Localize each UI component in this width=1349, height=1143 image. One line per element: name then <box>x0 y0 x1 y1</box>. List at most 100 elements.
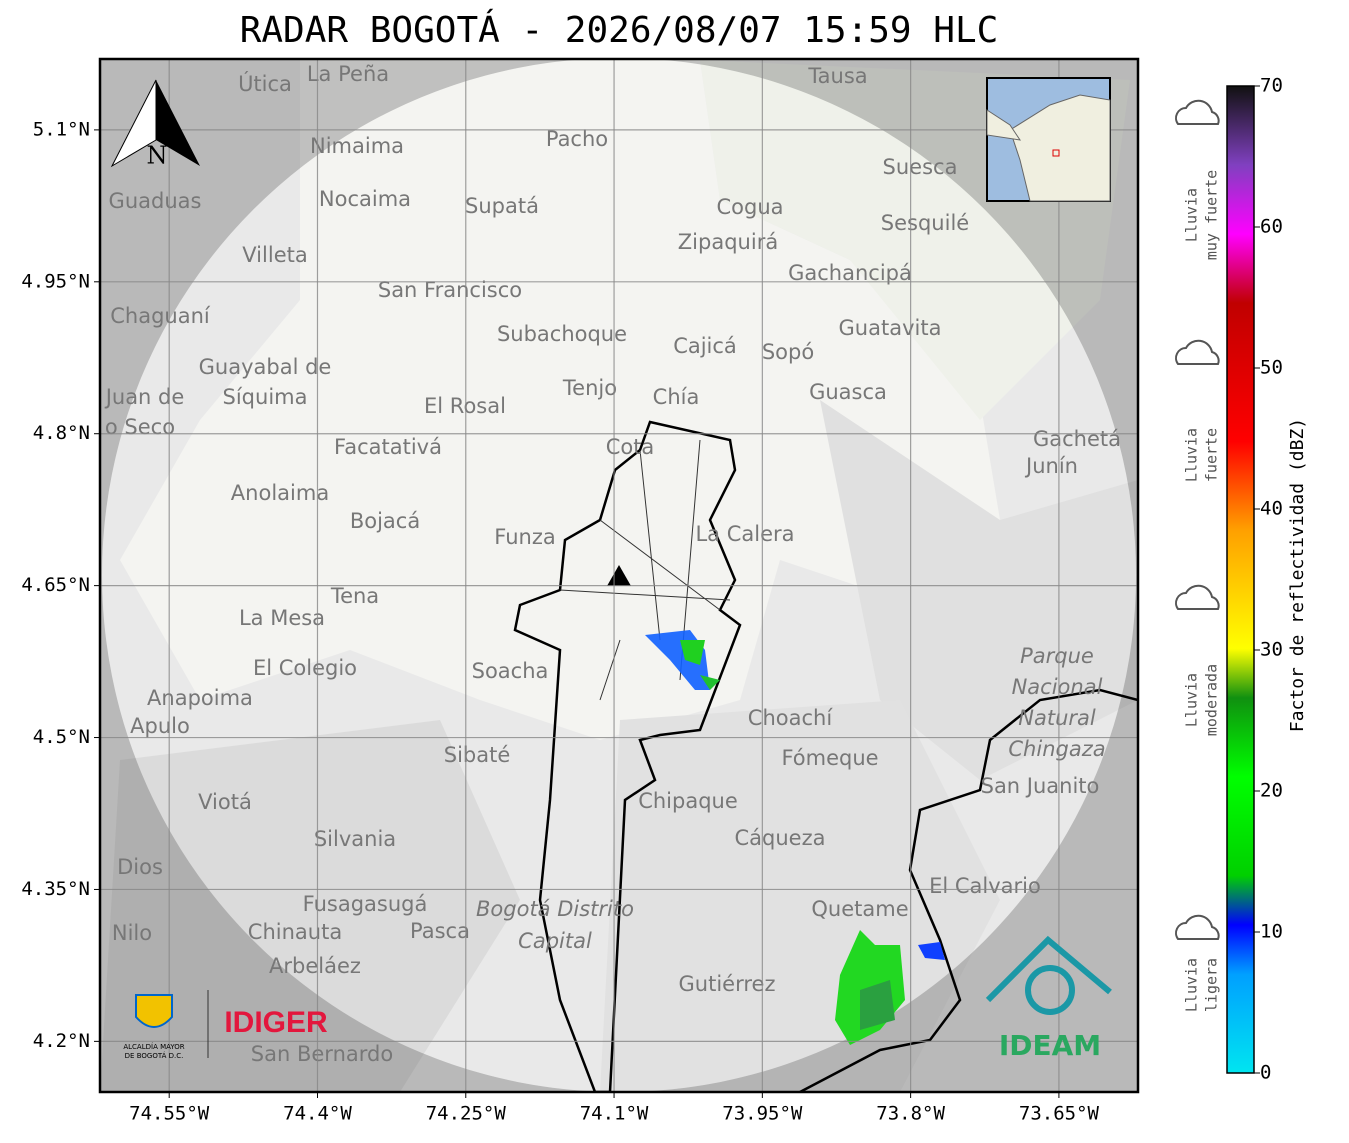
place-label: Chía <box>653 385 700 409</box>
x-tick-label: 73.95°W <box>722 1103 803 1125</box>
x-tick-label: 74.55°W <box>129 1103 210 1125</box>
rain-icon <box>1175 99 1220 125</box>
logo-idiger: IDIGER <box>224 1006 328 1039</box>
place-label: Subachoque <box>497 322 627 346</box>
place-label: Tausa <box>807 64 867 88</box>
place-label: Cogua <box>716 195 783 219</box>
place-label: Cajicá <box>673 334 737 358</box>
place-label: Anapoima <box>147 686 253 710</box>
place-label: o Seco <box>105 415 175 439</box>
place-label: Bojacá <box>350 509 420 533</box>
localities <box>559 439 731 701</box>
place-label: Pasca <box>410 919 470 943</box>
north-arrow: N <box>110 79 200 170</box>
colorbar-tick-label: 60 <box>1260 216 1283 238</box>
place-label: Gutiérrez <box>679 972 776 996</box>
rain-level-label: moderada <box>1203 664 1221 736</box>
place-label: Bogotá Distrito <box>476 897 634 921</box>
alcaldia-2: DE BOGOTÁ D.C. <box>125 1051 184 1060</box>
place-label: Soacha <box>472 659 549 683</box>
place-label: Sesquilé <box>881 211 969 235</box>
rain-icon <box>1175 914 1220 940</box>
place-label: Chaguaní <box>110 304 211 328</box>
place-label: Suesca <box>883 155 958 179</box>
rain-level-label: Lluvia <box>1183 958 1201 1012</box>
colorbar-tick-label: 10 <box>1260 921 1283 943</box>
rain-level-label: ligera <box>1203 958 1221 1012</box>
place-label: Chinauta <box>248 920 342 944</box>
north-label: N <box>147 142 168 170</box>
ideam-label: IDEAM <box>999 1029 1101 1062</box>
y-tick-label: 4.95°N <box>21 270 90 292</box>
place-label: Funza <box>494 525 555 549</box>
place-label: Gachancipá <box>788 261 912 285</box>
colorbar <box>1226 85 1255 1074</box>
place-label: San Juanito <box>981 774 1100 798</box>
radar-site <box>607 565 631 586</box>
logo-alcaldia: ALCALDÍA MAYOR DE BOGOTÁ D.C. <box>123 990 209 1060</box>
place-label: Sibaté <box>444 743 511 767</box>
place-label: Silvania <box>314 827 396 851</box>
place-label: Facatativá <box>334 435 442 459</box>
colorbar-label: Factor de reflectividad (dBZ) <box>1287 418 1308 732</box>
radar-echoes <box>645 630 945 1045</box>
place-label: Quetame <box>811 897 908 921</box>
place-label: Nimaima <box>310 134 404 158</box>
place-label: Juan de <box>104 385 185 409</box>
place-label: Nilo <box>112 921 152 945</box>
place-label: La Mesa <box>239 606 325 630</box>
place-label: Capital <box>518 929 592 953</box>
place-label: Guatavita <box>839 316 942 340</box>
place-label: Villeta <box>242 243 307 267</box>
place-label: Tenjo <box>562 376 617 400</box>
colorbar-tick-label: 40 <box>1260 498 1283 520</box>
place-label: Apulo <box>130 714 190 738</box>
place-label: Cáqueza <box>735 826 826 850</box>
place-label: La Peña <box>307 62 389 86</box>
place-label: Guasca <box>809 380 887 404</box>
place-label: Síquima <box>223 385 308 409</box>
place-label: Cota <box>606 435 655 459</box>
map: La Peña Útica Tausa Pacho Nimaima Nocaima Supa… <box>100 59 1138 1092</box>
place-label: Dios <box>117 855 163 879</box>
place-label: El Calvario <box>929 874 1041 898</box>
place-label: Arbeláez <box>269 954 361 978</box>
y-tick-label: 4.5°N <box>33 726 90 748</box>
place-label: Guayabal de <box>199 355 332 379</box>
place-label: El Colegio <box>253 656 357 680</box>
colorbar-tick-label: 20 <box>1260 780 1283 802</box>
rain-level-label: Lluvia <box>1183 428 1201 482</box>
x-tick-label: 73.8°W <box>876 1103 945 1125</box>
alcaldia-1: ALCALDÍA MAYOR <box>123 1042 184 1051</box>
x-tick-label: 74.4°W <box>283 1103 352 1125</box>
y-tick-label: 4.2°N <box>33 1030 90 1052</box>
place-label: Junín <box>1024 454 1078 478</box>
y-tick-label: 5.1°N <box>33 118 90 140</box>
y-tick-label: 4.8°N <box>33 422 90 444</box>
place-label: Zipaquirá <box>678 230 778 254</box>
place-label: Chingaza <box>1008 737 1105 761</box>
rain-level-label: fuerte <box>1203 428 1221 482</box>
rain-level-label: Lluvia <box>1183 188 1201 242</box>
colorbar-tick-label: 70 <box>1260 75 1283 97</box>
place-label: Guaduas <box>109 189 202 213</box>
place-label: Nocaima <box>319 187 411 211</box>
place-label: Parque <box>1020 644 1094 668</box>
place-label: Anolaima <box>231 481 329 505</box>
title: RADAR BOGOTÁ - 2026/08/07 15:59 HLC <box>240 9 999 51</box>
rain-level-label: Lluvia <box>1183 673 1201 727</box>
y-tick-label: 4.65°N <box>21 574 90 596</box>
place-label: Gachetá <box>1033 427 1121 451</box>
place-label: La Calera <box>695 522 794 546</box>
x-tick-label: 73.65°W <box>1019 1103 1100 1125</box>
colorbar-tick-label: 50 <box>1260 357 1283 379</box>
lowland <box>120 60 1000 740</box>
rain-icon <box>1175 584 1220 610</box>
place-label: Fusagasugá <box>303 892 428 916</box>
place-label: Tena <box>330 584 379 608</box>
place-label: Pacho <box>546 127 608 151</box>
place-label: Fómeque <box>781 746 878 770</box>
place-label: Natural <box>1018 706 1096 730</box>
